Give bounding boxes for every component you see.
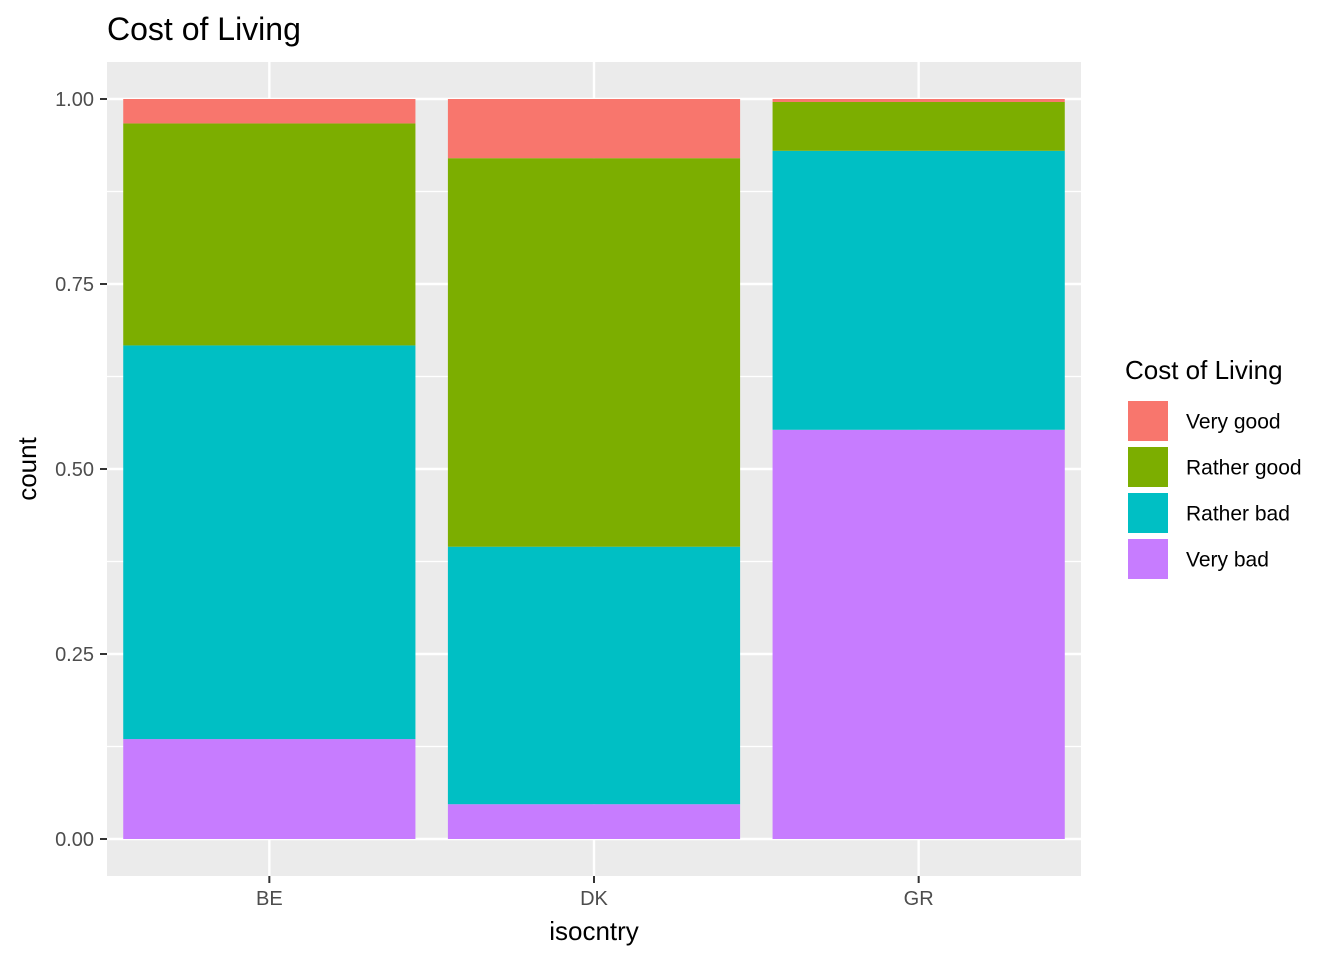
bar-dk-very-bad <box>447 804 741 839</box>
x-axis: BE DK GR <box>256 876 934 910</box>
legend-label: Very bad <box>1186 549 1269 572</box>
bar-be-very-good <box>123 99 416 124</box>
chart-title: Cost of Living <box>107 11 301 47</box>
bar-dk-rather-bad <box>447 546 741 805</box>
bar-be-very-bad <box>123 739 416 839</box>
legend: Cost of Living Very good Rather good Rathe… <box>1125 355 1302 581</box>
bar-dk-rather-good <box>447 158 741 547</box>
bar-gr-rather-bad <box>772 150 1065 430</box>
y-tick-label: 0.25 <box>55 644 94 666</box>
y-tick-label: 0.50 <box>55 459 94 481</box>
bar-dk-very-good <box>447 99 741 159</box>
y-tick-label: 0.75 <box>55 274 94 296</box>
bar-be-rather-bad <box>123 345 416 740</box>
bar-gr-rather-good <box>772 101 1065 151</box>
y-tick-label: 0.00 <box>55 829 94 851</box>
legend-title: Cost of Living <box>1125 355 1283 385</box>
legend-label: Rather bad <box>1186 503 1290 526</box>
x-tick-label: BE <box>256 888 283 910</box>
legend-key-very-good <box>1126 399 1170 443</box>
bars <box>123 99 1065 839</box>
legend-key-rather-bad <box>1126 491 1170 535</box>
y-axis: 0.00 0.25 0.50 0.75 1.00 <box>55 89 107 851</box>
legend-key-very-bad <box>1126 537 1170 581</box>
bar-be-rather-good <box>123 123 416 346</box>
bar-gr-very-good <box>772 99 1065 102</box>
y-axis-title: count <box>12 436 42 500</box>
x-tick-label: DK <box>580 888 608 910</box>
x-axis-title: isocntry <box>549 916 639 946</box>
y-tick-label: 1.00 <box>55 89 94 111</box>
legend-key-rather-good <box>1126 445 1170 489</box>
x-tick-label: GR <box>904 888 934 910</box>
bar-gr-very-bad <box>772 429 1065 839</box>
legend-label: Rather good <box>1186 457 1302 480</box>
legend-label: Very good <box>1186 411 1281 434</box>
